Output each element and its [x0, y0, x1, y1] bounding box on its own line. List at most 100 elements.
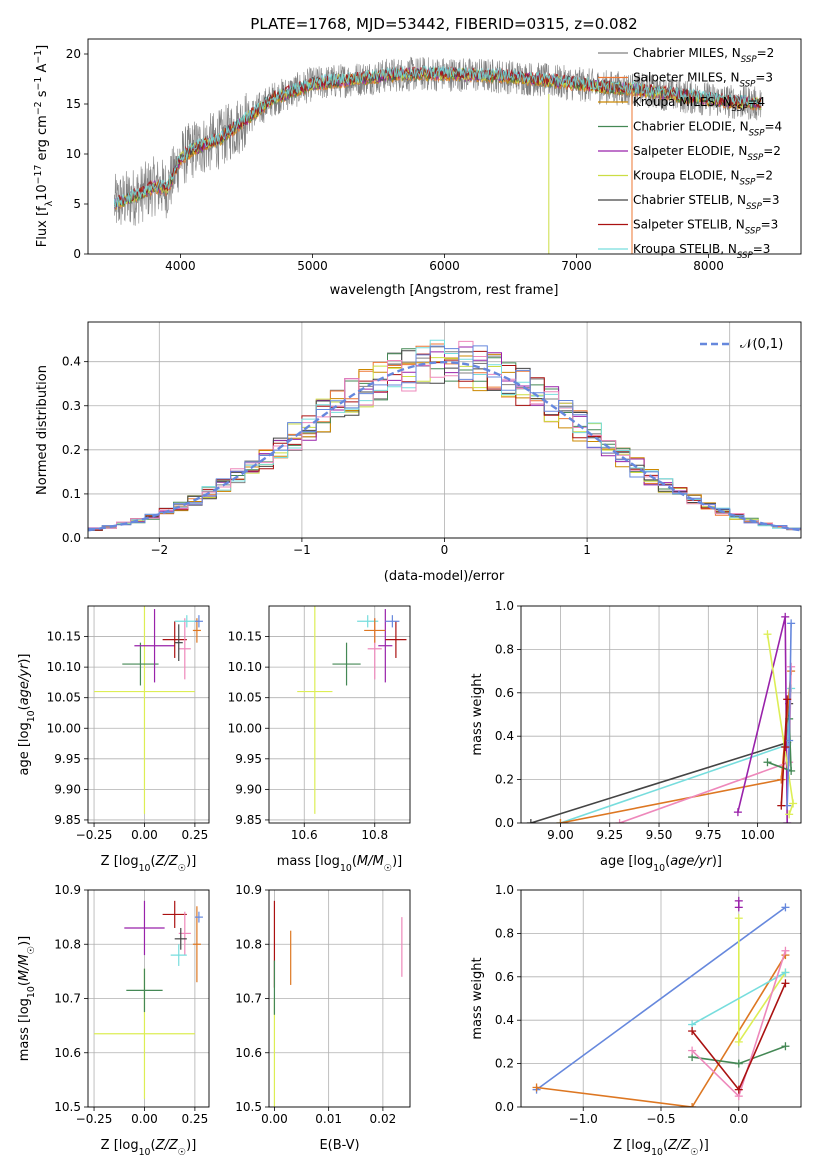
x-tick-label: −2	[150, 543, 168, 557]
x-tick-label: −0.5	[646, 1112, 675, 1126]
y-tick-label: 9.90	[54, 782, 81, 796]
y-tick-label: 15	[66, 97, 81, 111]
x-tick-label: 1	[583, 543, 591, 557]
y-tick-label: 0.4	[495, 1013, 514, 1027]
mass-weight-vs-Z-panel: −1.0 −0.5 0.0 0.0 0.2 0.4 0.6 0.8 1.0 Z [log10(Z/…	[470, 883, 802, 1158]
histogram-panel: −2 −1 0 1 2 0.0 0.1 0.2 0.3 0.4 𝒩(0,1) (data-model)…	[35, 321, 802, 584]
x-axis-label: Z [log10(Z/Z☉)]	[613, 1138, 709, 1158]
x-tick-label: 9.00	[547, 828, 574, 842]
y-tick-label: 10.15	[228, 630, 262, 644]
x-tick-label: 0.00	[261, 1112, 288, 1126]
y-tick-label: 10.7	[54, 992, 81, 1006]
axes-frame	[87, 321, 802, 539]
weight-plot-area	[526, 612, 798, 823]
legend-label: Salpeter ELODIE, NSSP=2	[633, 144, 781, 163]
y-tick-label: 10.05	[228, 691, 262, 705]
axes-frame	[268, 889, 411, 1108]
x-tick-label: 10.6	[291, 828, 318, 842]
x-tick-label: 0.01	[315, 1112, 342, 1126]
y-axis-label: mass weight	[470, 957, 485, 1039]
model-spectrum-line	[113, 65, 762, 208]
y-tick-label: 0.8	[495, 926, 514, 940]
weight-series-line	[536, 954, 787, 1107]
y-tick-label: 0.2	[62, 443, 81, 457]
y-tick-label: 20	[66, 47, 81, 61]
errorbar-plot-area	[94, 606, 203, 814]
y-tick-label: 0.4	[495, 729, 514, 743]
x-tick-label: 7000	[561, 259, 592, 273]
y-tick-label: 10.10	[47, 660, 81, 674]
y-tick-label: 0.8	[495, 642, 514, 656]
y-axis-label: mass [log10(M/M☉)]	[17, 936, 37, 1062]
y-tick-label: 10.5	[54, 1100, 81, 1114]
y-tick-label: 10.8	[54, 937, 81, 951]
x-tick-label: 6000	[429, 259, 460, 273]
x-tick-label: 9.50	[646, 828, 673, 842]
y-tick-label: 10.8	[235, 937, 262, 951]
axes-frame	[520, 605, 802, 824]
x-tick-label: 0.25	[182, 828, 209, 842]
y-tick-label: 10.5	[235, 1100, 262, 1114]
x-tick-label: 9.25	[596, 828, 623, 842]
y-tick-label: 9.90	[235, 782, 262, 796]
y-tick-label: 9.95	[235, 752, 262, 766]
x-tick-label: 8000	[693, 259, 724, 273]
x-tick-label: 10.00	[740, 828, 774, 842]
mass-vs-ebv-panel: 0.00 0.01 0.02 10.5 10.6 10.7 10.8 10.9 E(B-V)	[235, 883, 411, 1153]
x-tick-label: 0	[441, 543, 449, 557]
y-tick-label: 0.4	[62, 355, 81, 369]
errorbar-plot-area	[94, 900, 203, 1099]
y-tick-label: 10.05	[47, 691, 81, 705]
y-tick-label: 10.7	[235, 992, 262, 1006]
weight-series-line	[536, 906, 786, 1091]
y-tick-label: 10.6	[54, 1046, 81, 1060]
y-tick-label: 0.3	[62, 399, 81, 413]
y-tick-label: 10.10	[228, 660, 262, 674]
weight-series-line	[691, 971, 786, 1026]
legend-label: Kroupa STELIB, NSSP=3	[633, 242, 770, 261]
age-vs-mass-panel: 10.6 10.8 9.85 9.90 9.95 10.00 10.05 10.10 10.15…	[228, 605, 411, 874]
x-axis-label: mass [log10(M/M☉)]	[277, 854, 403, 874]
mass-weight-vs-age-panel: 9.00 9.25 9.50 9.75 10.00 0.0 0.2 0.4 0.6 0.8 1.0 a…	[470, 599, 802, 874]
y-axis-label: mass weight	[470, 673, 485, 755]
x-tick-label: 0.00	[131, 828, 158, 842]
histogram-step-line	[88, 357, 801, 531]
model-spectrum-line	[114, 67, 762, 209]
x-axis-label: Z [log10(Z/Z☉)]	[101, 854, 197, 874]
figure-title: PLATE=1768, MJD=53442, FIBERID=0315, z=0…	[250, 15, 637, 33]
y-tick-label: 0.6	[495, 686, 514, 700]
age-vs-Z-panel: −0.25 0.00 0.25 9.85 9.90 9.95 10.00 10.05 10.10…	[17, 605, 210, 874]
legend-label: Chabrier MILES, NSSP=2	[633, 46, 774, 65]
y-tick-label: 0.2	[495, 1057, 514, 1071]
weight-series-line	[560, 671, 792, 823]
mass-vs-Z-panel: −0.25 0.00 0.25 10.5 10.6 10.7 10.8 10.9 Z [log1…	[17, 883, 210, 1158]
errorbar-plot-area	[297, 606, 407, 814]
y-tick-label: 0.0	[495, 816, 514, 830]
y-axis-label: Normed distribution	[35, 365, 50, 495]
y-tick-label: 10.00	[47, 721, 81, 735]
axes-frame	[87, 605, 210, 824]
y-tick-label: 10.6	[235, 1046, 262, 1060]
x-tick-label: 0.02	[370, 1112, 397, 1126]
y-tick-label: 0	[73, 247, 81, 261]
y-tick-label: 5	[73, 197, 81, 211]
spectrum-plot-area	[113, 56, 762, 254]
y-tick-label: 10.00	[228, 721, 262, 735]
y-tick-label: 10.9	[54, 883, 81, 897]
legend-label: Salpeter MILES, NSSP=3	[633, 71, 773, 90]
normal-reference-curve	[88, 360, 801, 532]
y-tick-label: 1.0	[495, 883, 514, 897]
weight-plot-area	[532, 896, 790, 1107]
x-axis-label: wavelength [Angstrom, rest frame]	[330, 283, 559, 298]
x-tick-label: 0.00	[131, 1112, 158, 1126]
x-axis-label: Z [log10(Z/Z☉)]	[101, 1138, 197, 1158]
axes-frame	[520, 889, 802, 1108]
y-tick-label: 9.95	[54, 752, 81, 766]
axes-frame	[268, 605, 411, 824]
x-tick-label: −1	[293, 543, 311, 557]
legend-label: Chabrier STELIB, NSSP=3	[633, 193, 780, 212]
axes-frame	[87, 889, 210, 1108]
y-tick-label: 0.2	[495, 773, 514, 787]
legend-label: Chabrier ELODIE, NSSP=4	[633, 120, 782, 139]
